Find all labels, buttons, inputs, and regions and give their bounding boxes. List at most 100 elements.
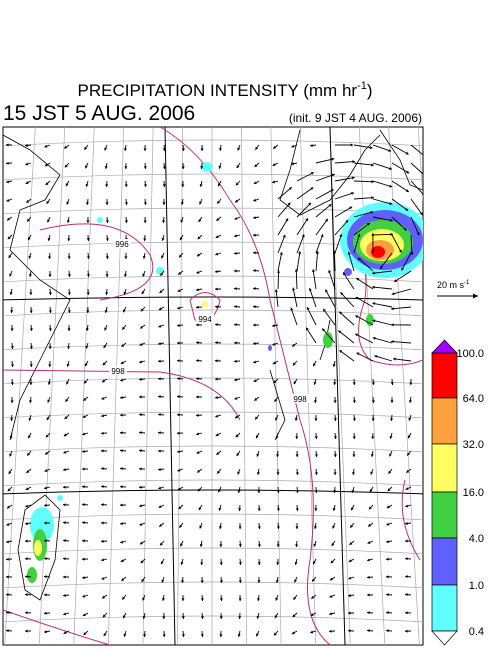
wind-arrowhead [45, 182, 49, 186]
wind-arrowhead [394, 279, 398, 282]
wind-arrowhead [416, 232, 420, 236]
wind-arrow [334, 233, 342, 254]
wind-arrowhead [218, 148, 223, 151]
wind-arrowhead [295, 508, 299, 511]
wind-arrow [315, 173, 335, 182]
wind-arrowhead [372, 319, 376, 323]
wind-arrowhead [422, 175, 423, 176]
wind-arrowhead [200, 616, 204, 619]
wind-arrowhead [86, 256, 90, 259]
wind-arrowhead [84, 380, 87, 384]
wind-arrowhead [45, 451, 49, 455]
wind-arrowhead [238, 598, 242, 601]
wind-arrowhead [139, 467, 142, 471]
wind-arrowhead [25, 575, 28, 579]
contour-label-bg [196, 314, 214, 323]
wind-arrowhead [237, 489, 241, 493]
wind-arrowhead [196, 253, 200, 257]
wind-arrow [353, 144, 373, 149]
wind-arrowhead [295, 472, 299, 475]
contour-label: 996 [115, 240, 129, 249]
wind-arrowhead [29, 382, 33, 385]
precip-area [27, 567, 37, 583]
wind-arrowhead [347, 251, 351, 255]
wind-arrowhead [288, 187, 292, 191]
wind-arrowhead [159, 523, 163, 527]
wind-arrowhead [25, 504, 29, 508]
wind-arrowhead [237, 471, 241, 475]
wind-arrowhead [386, 540, 389, 544]
wind-arrowhead [159, 290, 163, 293]
contour-label-bg [113, 239, 131, 248]
colorbar-segment [431, 352, 458, 399]
wind-arrowhead [139, 485, 142, 489]
wind-arrowhead [219, 580, 223, 583]
wind-arrowhead [120, 540, 124, 544]
wind-arrowhead [139, 449, 142, 453]
wind-arrowhead [196, 359, 199, 363]
wind-arrowhead [257, 508, 261, 511]
wind-arrowhead [6, 143, 9, 147]
wind-arrowhead [181, 616, 185, 619]
wind-arrow [372, 144, 392, 152]
wind-arrowhead [63, 575, 66, 579]
wind-arrowhead [63, 450, 67, 454]
wind-arrowhead [162, 166, 166, 169]
wind-arrowhead [158, 413, 161, 417]
wind-arrowhead [47, 237, 51, 241]
wind-arrowhead [6, 161, 9, 165]
isobar [3, 369, 241, 421]
major-grid-line [3, 489, 423, 495]
wind-arrowhead [349, 542, 353, 545]
wind-arrowhead [158, 359, 161, 363]
wind-arrowhead [323, 308, 326, 312]
wind-arrowhead [367, 593, 370, 597]
wind-arrowhead [180, 561, 184, 565]
wind-arrowhead [104, 166, 108, 169]
wind-arrowhead [272, 180, 276, 184]
wind-arrow [355, 296, 374, 308]
wind-arrowhead [328, 204, 332, 208]
wind-arrow [296, 218, 309, 236]
wind-arrow [355, 333, 374, 344]
wind-arrow [338, 330, 355, 344]
wind-arrowhead [67, 292, 71, 295]
wind-arrowhead [216, 451, 220, 455]
wind-arrowhead [313, 400, 318, 403]
wind-arrow [372, 233, 394, 236]
wind-arrowhead [197, 469, 201, 473]
coastline [3, 134, 71, 441]
wind-arrow [410, 162, 423, 175]
wind-arrowhead [276, 526, 280, 529]
wind-arrowhead [44, 630, 47, 634]
wind-arrow [353, 180, 375, 183]
wind-arrowhead [390, 232, 393, 236]
wind-arrowhead [139, 413, 142, 417]
wind-arrowhead [215, 414, 219, 418]
wind-arrowhead [219, 598, 223, 601]
wind-arrowhead [329, 594, 333, 598]
wind-arrowhead [391, 292, 395, 296]
wind-arrowhead [10, 310, 14, 313]
map: 996 998 994 998 [2, 126, 424, 646]
wind-arrowhead [235, 199, 239, 203]
wind-arrowhead [254, 397, 258, 401]
wind-arrowhead [181, 166, 185, 169]
wind-arrowhead [179, 237, 183, 241]
wind-arrowhead [29, 328, 33, 331]
wind-arrowhead [272, 361, 276, 365]
wind-arrowhead [139, 342, 143, 346]
wind-arrow [372, 216, 393, 222]
wind-arrowhead [7, 488, 11, 492]
wind-arrowhead [44, 521, 47, 525]
wind-arrowhead [124, 202, 128, 205]
wind-arrowhead [295, 544, 299, 547]
wind-arrowhead [369, 489, 373, 493]
wind-arrowhead [238, 544, 242, 547]
wind-arrowhead [329, 612, 332, 616]
wind-arrowhead [120, 485, 123, 489]
key-arrowhead [473, 293, 478, 299]
wind-arrowhead [273, 632, 277, 636]
wind-arrowhead [28, 417, 32, 421]
